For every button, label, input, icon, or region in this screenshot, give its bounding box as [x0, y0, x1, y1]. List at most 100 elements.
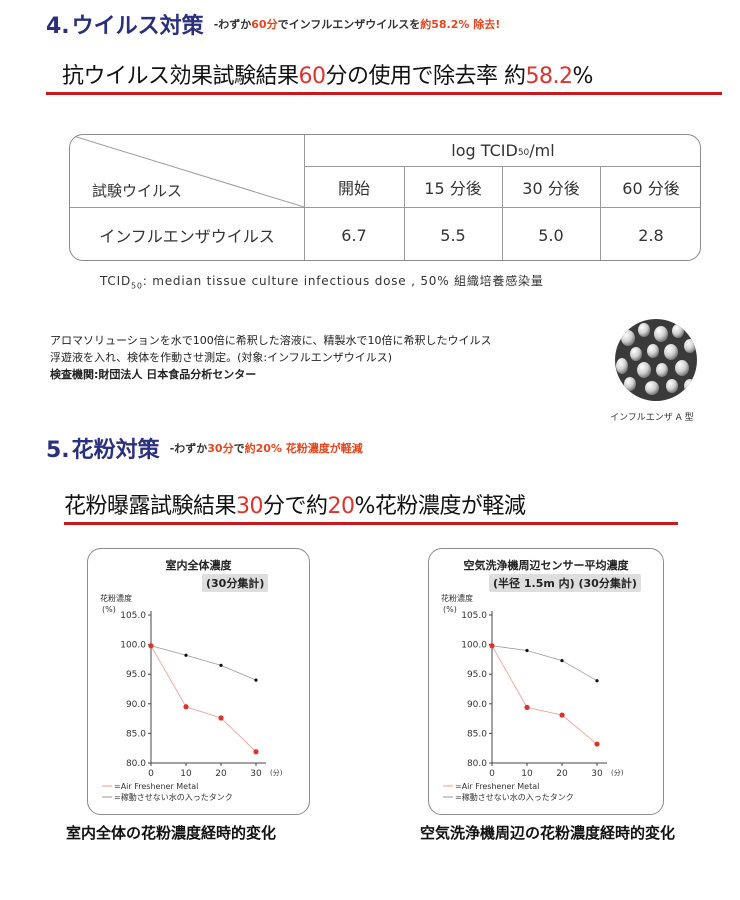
- data-point-water-tank: [595, 679, 599, 683]
- y-tick-label: 105.0: [120, 611, 146, 621]
- legend-label-air-freshener: =Air Freshener Metal: [455, 782, 539, 791]
- data-point-air-freshener: [218, 715, 224, 721]
- table-divider: [404, 166, 405, 260]
- table-col-header: 30 分後: [522, 178, 580, 198]
- x-tick-label: 30: [250, 769, 262, 779]
- legend-label-air-freshener: =Air Freshener Metal: [114, 782, 198, 791]
- table-row-header: 試験ウイルス: [76, 175, 216, 205]
- x-axis-unit: (分): [611, 768, 624, 777]
- virus-image-caption: インフルエンザ A 型: [610, 413, 694, 423]
- x-tick-label: 30: [591, 769, 603, 779]
- unit-text: log TCID: [451, 141, 518, 160]
- data-point-air-freshener: [148, 643, 154, 649]
- table-row-label: インフルエンザウイルス: [99, 227, 275, 246]
- legend-label-water-tank: =稼動させない水の入ったタンク: [455, 792, 574, 802]
- y-axis-unit: (%): [102, 605, 116, 614]
- pollen-chart-room-total: 花粉濃度 (%) 105.0 100.0 95.0 90.0 85.0 80.00 10 20 30…: [100, 593, 283, 802]
- y-tick-label: 100.0: [461, 641, 487, 651]
- headline-highlight: 60: [298, 64, 327, 89]
- series-line-water-tank: [150, 645, 257, 681]
- y-tick-label: 90.0: [467, 700, 487, 710]
- pollen-section-title: 5.花粉対策: [46, 432, 160, 464]
- headline-text: %: [572, 64, 594, 89]
- subtitle-highlight: 約58.2%: [420, 18, 470, 31]
- table-cell: 2.8: [638, 225, 664, 245]
- data-point-air-freshener: [594, 741, 600, 747]
- pollen-section-header: 5.花粉対策 -わずか30分で約20% 花粉濃度が軽減: [46, 432, 363, 464]
- chart-caption: 室内全体の花粉濃度経時的変化: [66, 824, 277, 842]
- chart-title: 空気洗浄機周辺センサー平均濃度: [463, 559, 629, 572]
- y-tick-label: 105.0: [461, 611, 487, 621]
- table-divider: [70, 207, 700, 208]
- virus-section-header: 4.ウイルス対策 -わずか60分でインフルエンザウイルスを約58.2% 除去!: [46, 8, 500, 40]
- y-tick-label: 95.0: [467, 670, 487, 680]
- subtitle-highlight: 60分: [251, 18, 278, 31]
- subtitle-highlight: 除去!: [469, 18, 501, 31]
- data-point-air-freshener: [559, 712, 565, 718]
- y-tick-label: 80.0: [126, 759, 146, 769]
- influenza-virus-image: [615, 319, 697, 401]
- headline-text: 分で約: [263, 494, 328, 519]
- y-tick-label: 95.0: [126, 670, 146, 680]
- headline-highlight: 30: [236, 494, 264, 519]
- subtitle-highlight: 30分: [207, 442, 234, 455]
- headline-text: 抗ウイルス効果試験結果: [62, 64, 299, 89]
- x-tick-label: 0: [489, 769, 495, 779]
- table-cell: 5.5: [440, 225, 466, 245]
- method-line: 浮遊液を入れ、検体を作動させ測定。(対象:インフルエンザウイルス): [50, 351, 393, 364]
- data-point-air-freshener: [253, 749, 259, 755]
- chart-panel-purifier-sensor: 空気洗浄機周辺センサー平均濃度 (半径 1.5m 内) (30分集計) 花粉濃度…: [428, 548, 664, 815]
- y-axis-label: 花粉濃度: [441, 593, 473, 603]
- note-text: : median tissue culture infectious dose …: [142, 274, 544, 288]
- section-number: 5.: [46, 438, 70, 463]
- table-cell: 6.7: [341, 225, 367, 245]
- headline-underline: [64, 522, 678, 525]
- x-axis-unit: (分): [270, 768, 283, 777]
- table-col-header: 60 分後: [622, 178, 680, 198]
- subtitle-text: -わずか: [169, 442, 208, 455]
- pollen-chart-purifier-sensor: 花粉濃度 (%) 105.0 100.0 95.0 90.0 85.0 80.00 10 20 30…: [441, 593, 624, 802]
- y-axis-label: 花粉濃度: [100, 593, 132, 603]
- data-point-water-tank: [525, 648, 529, 653]
- data-point-water-tank: [254, 678, 258, 682]
- chart-subtitle: (半径 1.5m 内) (30分集計): [489, 574, 641, 592]
- x-tick-label: 10: [521, 769, 533, 779]
- pollen-headline: 花粉曝露試験結果30分で約20%花粉濃度が軽減: [64, 488, 526, 520]
- unit-subscript: 50: [517, 147, 530, 158]
- method-line: アロマソリューションを水で100倍に希釈した溶液に、精製水で10倍に希釈したウイ…: [50, 334, 492, 347]
- subtitle-text: で: [233, 442, 245, 455]
- section-number: 4.: [46, 14, 70, 39]
- table-diagonal: [70, 135, 304, 207]
- series-line-water-tank: [491, 645, 598, 682]
- y-tick-label: 100.0: [120, 641, 146, 651]
- subtitle-highlight: 約20% 花粉濃度が軽減: [244, 442, 363, 455]
- x-tick-label: 10: [180, 769, 192, 779]
- y-tick-label: 90.0: [126, 700, 146, 710]
- subtitle-text: でインフルエンザウイルスを: [277, 18, 421, 31]
- pollen-section-subtitle: -わずか30分で約20% 花粉濃度が軽減: [170, 440, 363, 456]
- chart-caption: 空気洗浄機周辺の花粉濃度経時的変化: [420, 824, 676, 842]
- virus-headline: 抗ウイルス効果試験結果60分の使用で除去率 約58.2%: [62, 58, 593, 90]
- table-cell: 5.0: [538, 225, 564, 245]
- virus-results-table: log TCID 50 /ml 試験ウイルス 開始 15 分後 30 分後 60 …: [69, 134, 701, 261]
- headline-text: 分の使用で除去率 約: [325, 64, 527, 89]
- section-title-text: ウイルス対策: [71, 14, 204, 39]
- table-divider: [304, 135, 305, 260]
- virus-section-title: 4.ウイルス対策: [46, 8, 204, 40]
- x-tick-label: 0: [148, 769, 154, 779]
- data-point-air-freshener: [183, 704, 189, 710]
- note-subscript: 50: [131, 281, 143, 291]
- virus-section-subtitle: -わずか60分でインフルエンザウイルスを約58.2% 除去!: [214, 16, 501, 32]
- table-unit: log TCID 50 /ml: [304, 135, 700, 166]
- headline-highlight: 20: [327, 494, 356, 519]
- table-col-header: 開始: [337, 178, 370, 198]
- headline-underline: [46, 92, 722, 95]
- chart-title: 室内全体濃度: [165, 559, 232, 572]
- data-point-air-freshener: [489, 643, 495, 649]
- y-tick-label: 85.0: [126, 729, 146, 739]
- legend-label-water-tank: =稼動させない水の入ったタンク: [114, 792, 233, 802]
- series-line-air-freshener: [150, 645, 257, 753]
- row-header-text: 試験ウイルス: [92, 181, 183, 200]
- y-tick-label: 80.0: [467, 759, 487, 769]
- data-point-water-tank: [184, 653, 188, 657]
